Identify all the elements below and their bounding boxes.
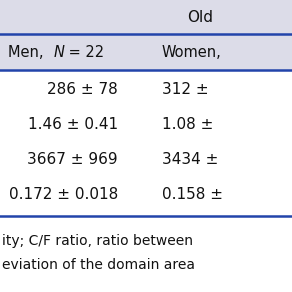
Text: 286 ± 78: 286 ± 78 (47, 82, 118, 97)
Bar (0, 70, 292, 216)
Text: N: N (54, 45, 65, 60)
Text: eviation of the domain area: eviation of the domain area (2, 258, 195, 272)
Text: 1.46 ± 0.41: 1.46 ± 0.41 (28, 117, 118, 132)
Text: 3434 ±: 3434 ± (162, 152, 218, 167)
Text: 0.158 ±: 0.158 ± (162, 187, 223, 202)
Bar (0, 0, 292, 34)
Text: Men,: Men, (8, 45, 48, 60)
Bar (0, 216, 292, 292)
Bar (0, 35, 292, 70)
Text: 1.08 ±: 1.08 ± (162, 117, 213, 132)
Text: = 22: = 22 (64, 45, 104, 60)
Text: 0.172 ± 0.018: 0.172 ± 0.018 (9, 187, 118, 202)
Text: 312 ±: 312 ± (162, 82, 208, 97)
Text: Women,: Women, (162, 45, 222, 60)
Text: ity; C/F ratio, ratio between: ity; C/F ratio, ratio between (2, 234, 193, 248)
Text: 3667 ± 969: 3667 ± 969 (27, 152, 118, 167)
Text: Old: Old (187, 10, 213, 25)
